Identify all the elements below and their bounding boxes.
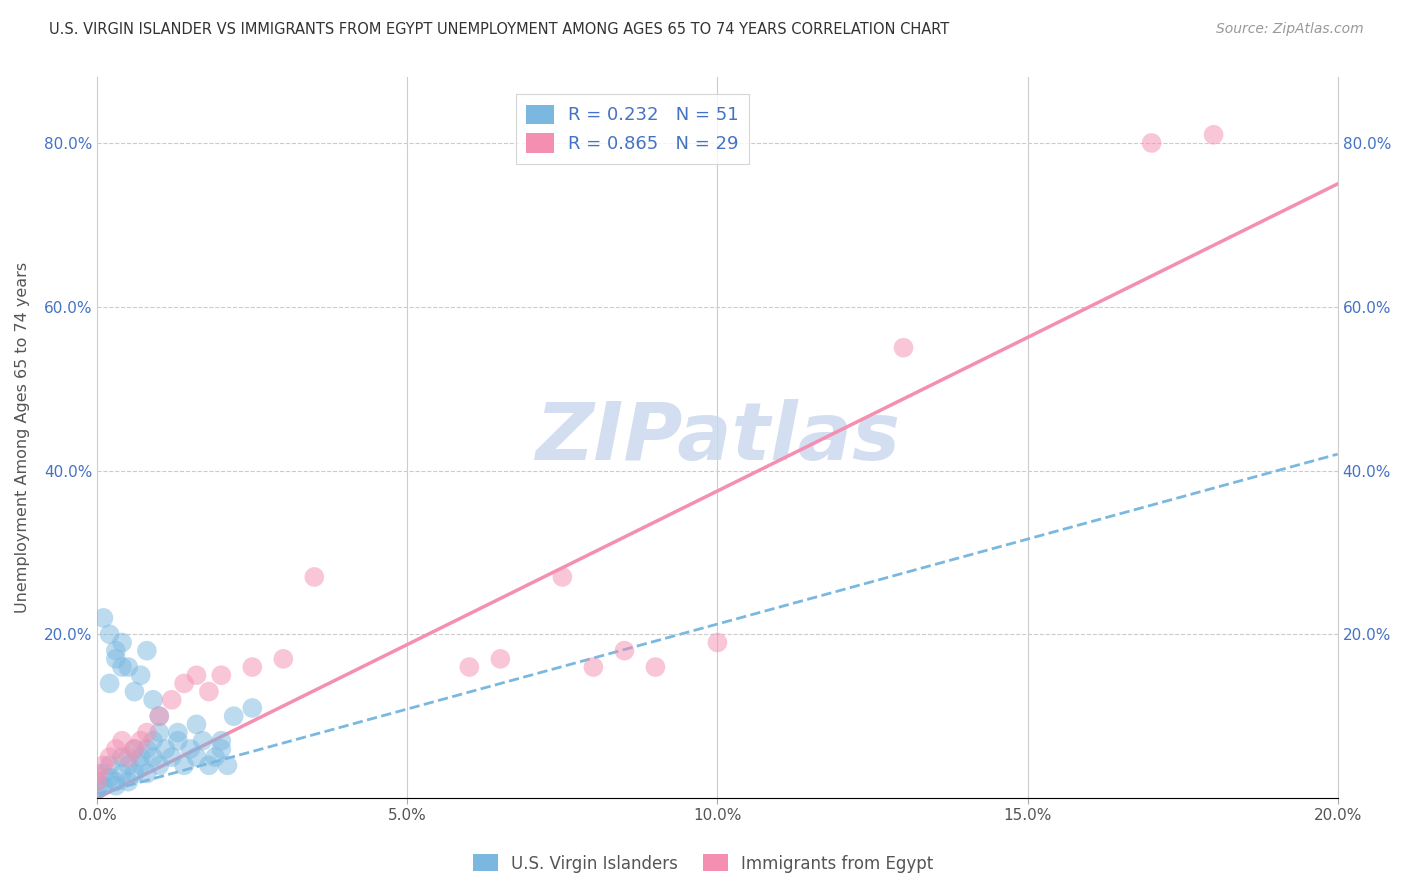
- Point: [104, 779, 127, 793]
- Point: [104, 652, 127, 666]
- Point: [209, 742, 232, 756]
- Point: [240, 701, 263, 715]
- Point: [458, 660, 481, 674]
- Point: [111, 766, 134, 780]
- Point: [551, 570, 574, 584]
- Point: [893, 341, 915, 355]
- Point: [271, 652, 294, 666]
- Point: [124, 684, 146, 698]
- Point: [582, 660, 605, 674]
- Point: [111, 733, 134, 747]
- Y-axis label: Unemployment Among Ages 65 to 74 years: Unemployment Among Ages 65 to 74 years: [15, 262, 30, 614]
- Point: [304, 570, 326, 584]
- Point: [706, 635, 728, 649]
- Legend: R = 0.232   N = 51, R = 0.865   N = 29: R = 0.232 N = 51, R = 0.865 N = 29: [516, 94, 749, 164]
- Point: [104, 742, 127, 756]
- Point: [148, 758, 170, 772]
- Point: [1140, 136, 1163, 150]
- Point: [111, 660, 134, 674]
- Point: [222, 709, 245, 723]
- Point: [93, 766, 115, 780]
- Point: [129, 750, 152, 764]
- Point: [1202, 128, 1225, 142]
- Point: [86, 774, 108, 789]
- Point: [129, 758, 152, 772]
- Point: [111, 635, 134, 649]
- Text: U.S. VIRGIN ISLANDER VS IMMIGRANTS FROM EGYPT UNEMPLOYMENT AMONG AGES 65 TO 74 Y: U.S. VIRGIN ISLANDER VS IMMIGRANTS FROM …: [49, 22, 949, 37]
- Legend: U.S. Virgin Islanders, Immigrants from Egypt: U.S. Virgin Islanders, Immigrants from E…: [465, 847, 941, 880]
- Point: [124, 742, 146, 756]
- Point: [98, 758, 121, 772]
- Point: [155, 742, 177, 756]
- Point: [117, 774, 139, 789]
- Point: [240, 660, 263, 674]
- Point: [142, 733, 165, 747]
- Point: [86, 774, 108, 789]
- Point: [186, 717, 208, 731]
- Point: [209, 733, 232, 747]
- Point: [135, 742, 157, 756]
- Point: [117, 750, 139, 764]
- Point: [93, 611, 115, 625]
- Point: [167, 725, 190, 739]
- Point: [198, 758, 221, 772]
- Point: [148, 725, 170, 739]
- Point: [217, 758, 239, 772]
- Point: [160, 750, 183, 764]
- Point: [86, 766, 108, 780]
- Text: ZIPatlas: ZIPatlas: [534, 399, 900, 476]
- Text: Source: ZipAtlas.com: Source: ZipAtlas.com: [1216, 22, 1364, 37]
- Point: [98, 676, 121, 690]
- Point: [186, 750, 208, 764]
- Point: [86, 783, 108, 797]
- Point: [167, 733, 190, 747]
- Point: [179, 742, 201, 756]
- Point: [98, 771, 121, 785]
- Point: [204, 750, 226, 764]
- Point: [135, 643, 157, 657]
- Point: [186, 668, 208, 682]
- Point: [129, 733, 152, 747]
- Point: [124, 766, 146, 780]
- Point: [148, 709, 170, 723]
- Point: [104, 643, 127, 657]
- Point: [191, 733, 214, 747]
- Point: [93, 779, 115, 793]
- Point: [111, 750, 134, 764]
- Point: [124, 742, 146, 756]
- Point: [489, 652, 512, 666]
- Point: [135, 725, 157, 739]
- Point: [117, 758, 139, 772]
- Point: [198, 684, 221, 698]
- Point: [173, 758, 195, 772]
- Point: [135, 766, 157, 780]
- Point: [93, 758, 115, 772]
- Point: [173, 676, 195, 690]
- Point: [117, 660, 139, 674]
- Point: [148, 709, 170, 723]
- Point: [142, 693, 165, 707]
- Point: [104, 774, 127, 789]
- Point: [209, 668, 232, 682]
- Point: [613, 643, 636, 657]
- Point: [142, 750, 165, 764]
- Point: [129, 668, 152, 682]
- Point: [644, 660, 666, 674]
- Point: [160, 693, 183, 707]
- Point: [98, 627, 121, 641]
- Point: [98, 750, 121, 764]
